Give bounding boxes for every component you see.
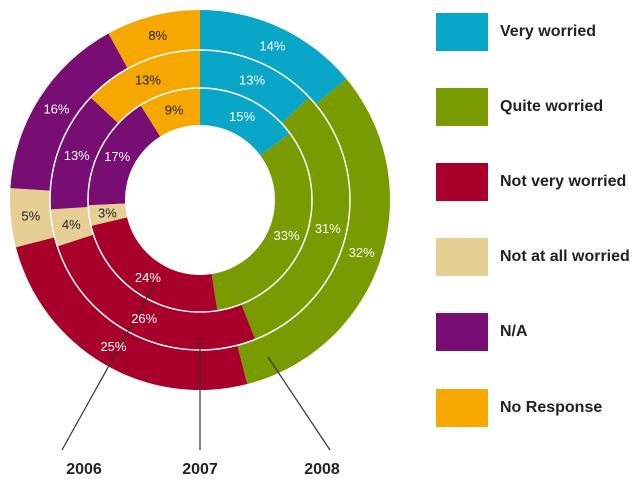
- legend-item-not-at-all-worried: Not at all worried: [436, 238, 630, 276]
- legend-label: Very worried: [500, 23, 597, 40]
- slice-label-2008-not-at-all-worried: 5%: [21, 208, 40, 223]
- slice-label-2007-n-a: 13%: [64, 148, 90, 163]
- slice-label-2006-not-very-worried: 24%: [135, 270, 161, 285]
- slice-2006-not-at-all-worried: [88, 203, 128, 226]
- slice-label-2007-no-response: 13%: [135, 72, 161, 87]
- leader-line-2006: [61, 282, 156, 451]
- slice-2006-very-worried: [200, 88, 290, 156]
- series-label-2008: 2008: [304, 461, 340, 478]
- donut-chart: 15% 33% 24% 3% 17% 9% 13% 31% 26% 4% 13% 13% 14% 32% 2…: [10, 10, 390, 478]
- slice-label-2008-very-worried: 14%: [259, 39, 285, 54]
- legend-swatch: [436, 389, 488, 427]
- legend-label: No Response: [500, 399, 603, 416]
- leader-line-2008: [267, 356, 331, 451]
- legend-label: N/A: [500, 323, 528, 340]
- slice-label-2008-no-response: 8%: [148, 28, 167, 43]
- legend-item-no-response: No Response: [436, 389, 630, 427]
- slice-2007-no-response: [90, 50, 200, 124]
- slice-labels: 15% 33% 24% 3% 17% 9% 13% 31% 26% 4% 13% 13% 14% 32% 2…: [21, 28, 375, 354]
- slice-2008-not-at-all-worried: [10, 188, 55, 248]
- legend-label: Not at all worried: [500, 248, 630, 265]
- slice-2008-not-very-worried: [15, 237, 248, 390]
- slice-label-2006-no-response: 9%: [165, 103, 184, 118]
- slice-2008-no-response: [108, 10, 200, 69]
- slice-label-2007-quite-worried: 31%: [315, 221, 341, 236]
- legend-item-very-worried: Very worried: [436, 13, 630, 51]
- legend-item-na: N/A: [436, 313, 630, 351]
- series-label-2006: 2006: [66, 461, 102, 478]
- slice-2006-n-a: [88, 105, 161, 206]
- ring-border-1: [87, 87, 313, 313]
- slice-2006-no-response: [140, 88, 200, 137]
- leader-lines: [61, 282, 331, 451]
- chart-slices: [10, 10, 390, 390]
- slice-2006-not-very-worried: [91, 217, 218, 313]
- slice-2007-not-at-all-worried: [50, 207, 94, 247]
- legend-swatch: [436, 238, 488, 276]
- slice-2007-very-worried: [200, 50, 310, 124]
- slice-2007-quite-worried: [241, 97, 350, 340]
- slice-label-2008-quite-worried: 32%: [349, 245, 375, 260]
- slice-2008-quite-worried: [237, 78, 390, 385]
- slice-2007-n-a: [50, 97, 119, 210]
- slice-2008-n-a: [10, 33, 128, 191]
- slice-label-2006-very-worried: 15%: [229, 109, 255, 124]
- slice-label-2007-not-very-worried: 26%: [131, 311, 157, 326]
- legend-label: Not very worried: [500, 173, 627, 190]
- series-labels: 2006 2007 2008: [66, 461, 340, 478]
- slice-label-2006-n-a: 17%: [104, 149, 130, 164]
- legend-swatch: [436, 88, 488, 126]
- slice-label-2008-n-a: 16%: [43, 101, 69, 116]
- slice-label-2008-not-very-worried: 25%: [100, 339, 126, 354]
- legend-swatch: [436, 13, 488, 51]
- series-label-2007: 2007: [182, 461, 218, 478]
- legend-label: Quite worried: [500, 98, 604, 115]
- slice-label-2006-not-at-all-worried: 3%: [98, 206, 117, 221]
- slice-label-2006-quite-worried: 33%: [274, 228, 300, 243]
- legend-swatch: [436, 313, 488, 351]
- legend-item-not-very-worried: Not very worried: [436, 163, 630, 201]
- legend-item-quite-worried: Quite worried: [436, 88, 630, 126]
- slice-label-2007-very-worried: 13%: [239, 72, 265, 87]
- slice-label-2007-not-at-all-worried: 4%: [62, 217, 81, 232]
- slice-2008-very-worried: [200, 10, 347, 105]
- legend-swatch: [436, 163, 488, 201]
- slice-2006-quite-worried: [211, 133, 313, 311]
